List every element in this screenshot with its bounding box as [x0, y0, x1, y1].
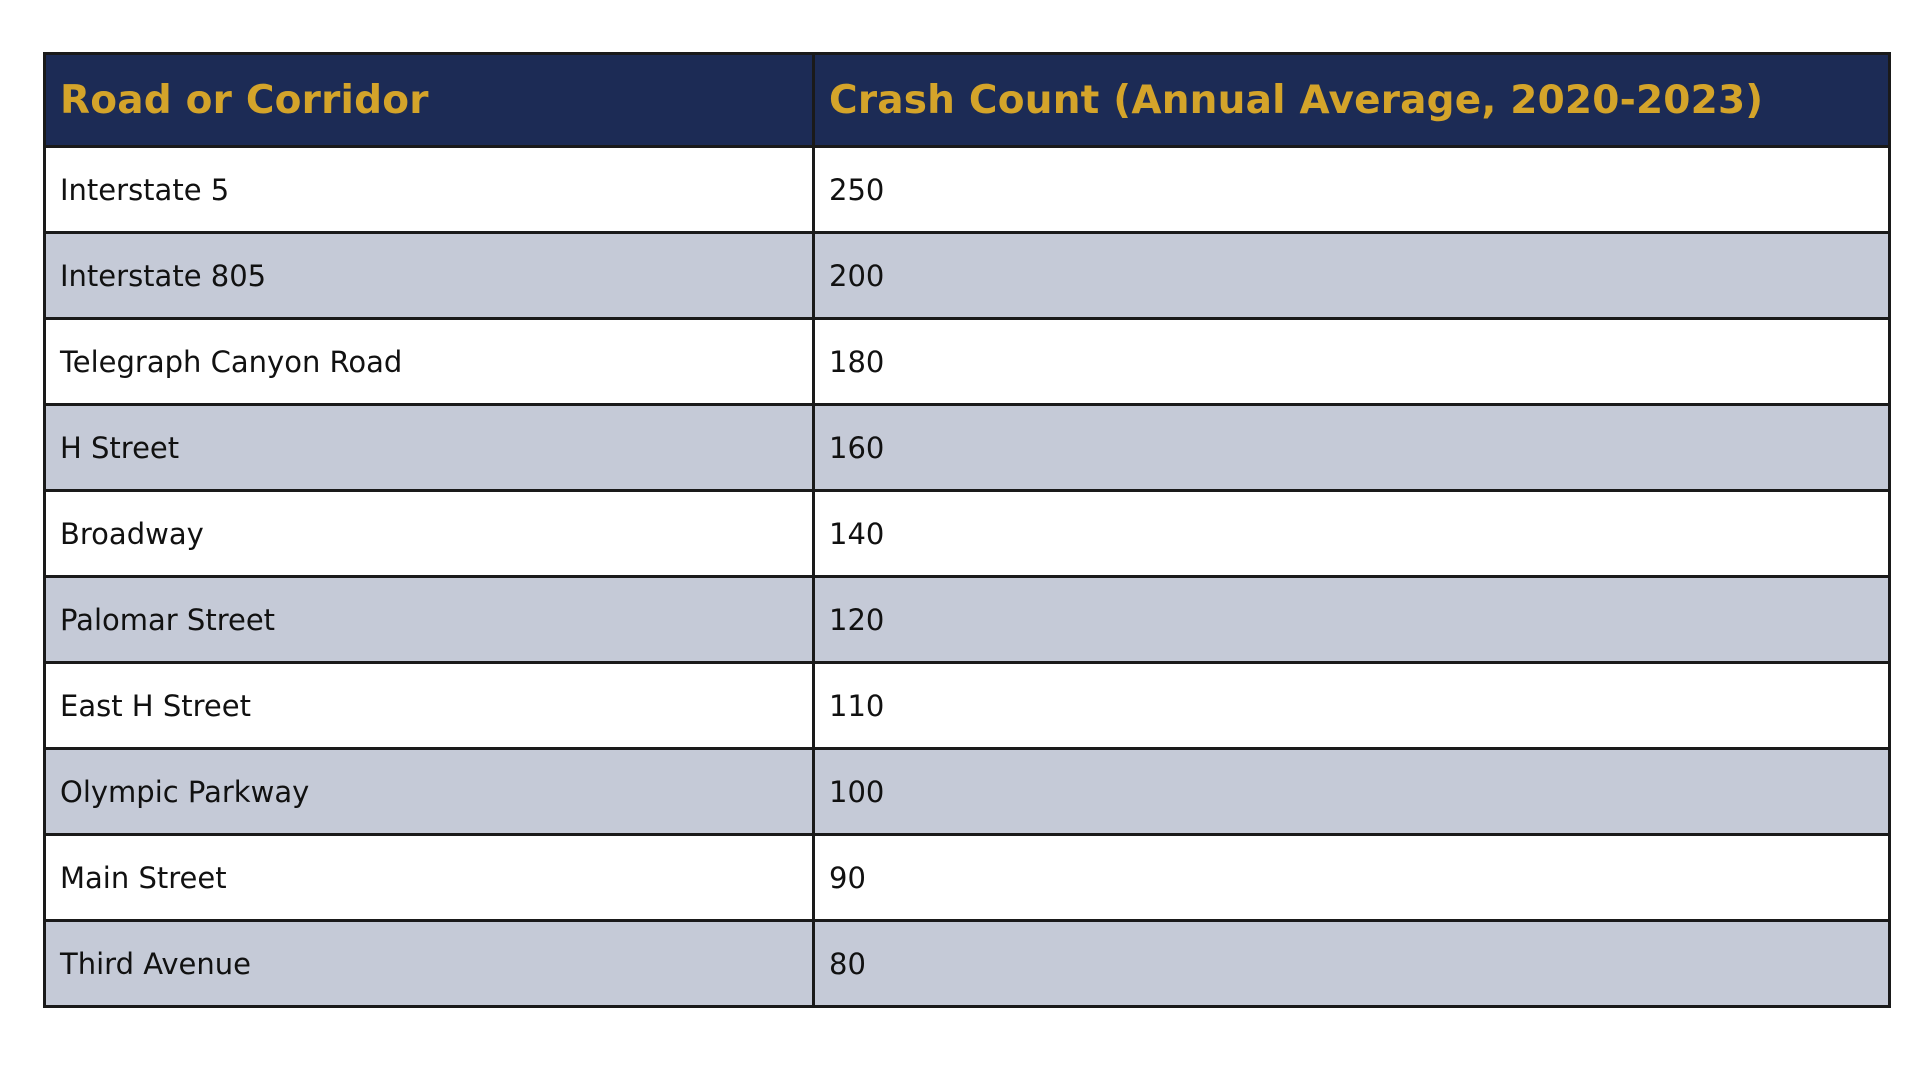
crash-count-cell: 120 — [812, 575, 1891, 664]
crash-count-cell: 250 — [812, 145, 1891, 234]
crash-count-table: Road or Corridor Crash Count (Annual Ave… — [43, 52, 1891, 1008]
road-name-cell: Telegraph Canyon Road — [43, 317, 815, 406]
crash-count-cell: 140 — [812, 489, 1891, 578]
road-name-cell: East H Street — [43, 661, 815, 750]
table-row: East H Street 110 — [43, 661, 1891, 750]
road-name-cell: Broadway — [43, 489, 815, 578]
road-name-cell: H Street — [43, 403, 815, 492]
header-crash-count: Crash Count (Annual Average, 2020-2023) — [812, 52, 1891, 148]
table-row: H Street 160 — [43, 403, 1891, 492]
table-row: Broadway 140 — [43, 489, 1891, 578]
header-road-or-corridor: Road or Corridor — [43, 52, 815, 148]
road-name-cell: Olympic Parkway — [43, 747, 815, 836]
crash-count-cell: 100 — [812, 747, 1891, 836]
table-row: Third Avenue 80 — [43, 919, 1891, 1008]
table-row: Interstate 805 200 — [43, 231, 1891, 320]
road-name-cell: Main Street — [43, 833, 815, 922]
crash-count-cell: 180 — [812, 317, 1891, 406]
crash-count-cell: 90 — [812, 833, 1891, 922]
crash-count-cell: 80 — [812, 919, 1891, 1008]
road-name-cell: Interstate 805 — [43, 231, 815, 320]
table-row: Olympic Parkway 100 — [43, 747, 1891, 836]
table-row: Interstate 5 250 — [43, 145, 1891, 234]
table-row: Main Street 90 — [43, 833, 1891, 922]
road-name-cell: Interstate 5 — [43, 145, 815, 234]
header-row: Road or Corridor Crash Count (Annual Ave… — [43, 52, 1891, 148]
crash-count-cell: 160 — [812, 403, 1891, 492]
road-name-cell: Palomar Street — [43, 575, 815, 664]
table-row: Telegraph Canyon Road 180 — [43, 317, 1891, 406]
table-body: Interstate 5 250 Interstate 805 200 Tele… — [43, 145, 1891, 1008]
road-name-cell: Third Avenue — [43, 919, 815, 1008]
crash-count-cell: 110 — [812, 661, 1891, 750]
table-row: Palomar Street 120 — [43, 575, 1891, 664]
crash-count-cell: 200 — [812, 231, 1891, 320]
crash-count-table-container: Road or Corridor Crash Count (Annual Ave… — [43, 52, 1891, 1008]
table-header: Road or Corridor Crash Count (Annual Ave… — [43, 52, 1891, 148]
